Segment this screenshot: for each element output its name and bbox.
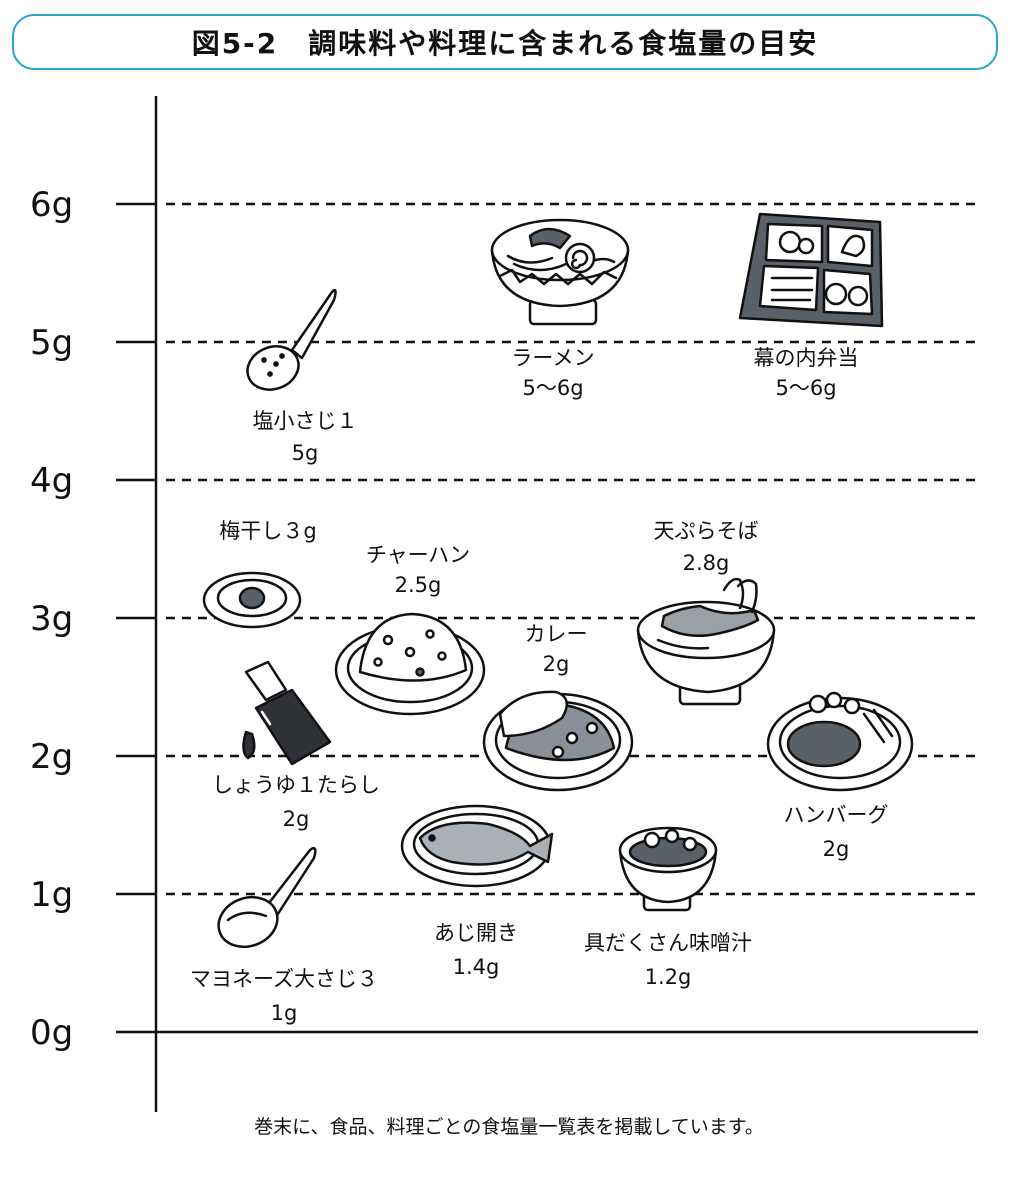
item-name-label: チャーハン bbox=[366, 543, 470, 567]
soy-sauce-bottle-icon bbox=[242, 660, 332, 766]
item-name-label: 天ぷらそば bbox=[654, 519, 759, 543]
spoon-icon bbox=[217, 847, 317, 949]
illustrations-layer bbox=[202, 212, 914, 949]
item-name-label: ハンバーグ bbox=[784, 803, 889, 827]
item-name-label: 梅干し３g bbox=[219, 519, 316, 543]
y-tick-label: 5g bbox=[30, 323, 73, 363]
item-value-label: 1.2g bbox=[645, 965, 692, 989]
item-name-label: 塩小さじ１ bbox=[253, 409, 358, 433]
item-value-label: 1.4g bbox=[453, 955, 500, 979]
y-tick-label: 6g bbox=[30, 185, 73, 225]
y-tick-label: 2g bbox=[30, 737, 73, 777]
curry-plate-icon bbox=[482, 690, 634, 792]
item-name-label: ラーメン bbox=[511, 346, 594, 370]
item-value-label: 2g bbox=[543, 652, 570, 676]
item-value-label: 5g bbox=[292, 441, 319, 465]
spoon-icon bbox=[246, 289, 337, 391]
footnote: 巻末に、食品、料理ごとの食塩量一覧表を掲載しています。 bbox=[254, 1116, 764, 1138]
miso-soup-bowl-icon bbox=[618, 826, 718, 912]
y-tick-label: 0g bbox=[30, 1013, 73, 1053]
fried-rice-plate-icon bbox=[334, 612, 486, 716]
y-tick-label: 4g bbox=[30, 461, 73, 501]
ramen-bowl-icon bbox=[490, 218, 630, 326]
chart-title: 図5-2 調味料や料理に含まれる食塩量の目安 bbox=[191, 27, 819, 60]
item-value-label: 2g bbox=[823, 837, 850, 861]
y-tick-label: 3g bbox=[30, 599, 73, 639]
umeboshi-plate-icon bbox=[202, 571, 302, 629]
tempura-soba-bowl-icon bbox=[636, 577, 776, 706]
item-value-label: 2.8g bbox=[683, 551, 730, 575]
item-value-label: 5〜6g bbox=[775, 376, 836, 400]
item-name-label: あじ開き bbox=[434, 921, 518, 945]
item-name-label: 具だくさん味噌汁 bbox=[584, 931, 752, 955]
item-name-label: 幕の内弁当 bbox=[754, 346, 859, 370]
labels-layer: 塩小さじ１ 5g ラーメン 5〜6g 幕の内弁当 5〜6g 梅干し３g チャーハン 2.5g 天ぷ… bbox=[190, 346, 888, 1025]
item-value-label: 2.5g bbox=[395, 573, 442, 597]
item-name-label: しょうゆ１たらし bbox=[212, 773, 380, 797]
title-box: 図5-2 調味料や料理に含まれる食塩量の目安 bbox=[12, 14, 998, 70]
grilled-fish-plate-icon bbox=[400, 804, 554, 888]
bento-box-icon bbox=[738, 212, 884, 328]
item-name-label: マヨネーズ大さじ３ bbox=[190, 967, 378, 991]
item-value-label: 2g bbox=[283, 807, 310, 831]
y-tick-label: 1g bbox=[30, 875, 73, 915]
item-value-label: 5〜6g bbox=[522, 376, 583, 400]
item-value-label: 1g bbox=[271, 1001, 298, 1025]
item-name-label: カレー bbox=[525, 622, 588, 646]
hamburg-steak-plate-icon bbox=[766, 691, 914, 792]
